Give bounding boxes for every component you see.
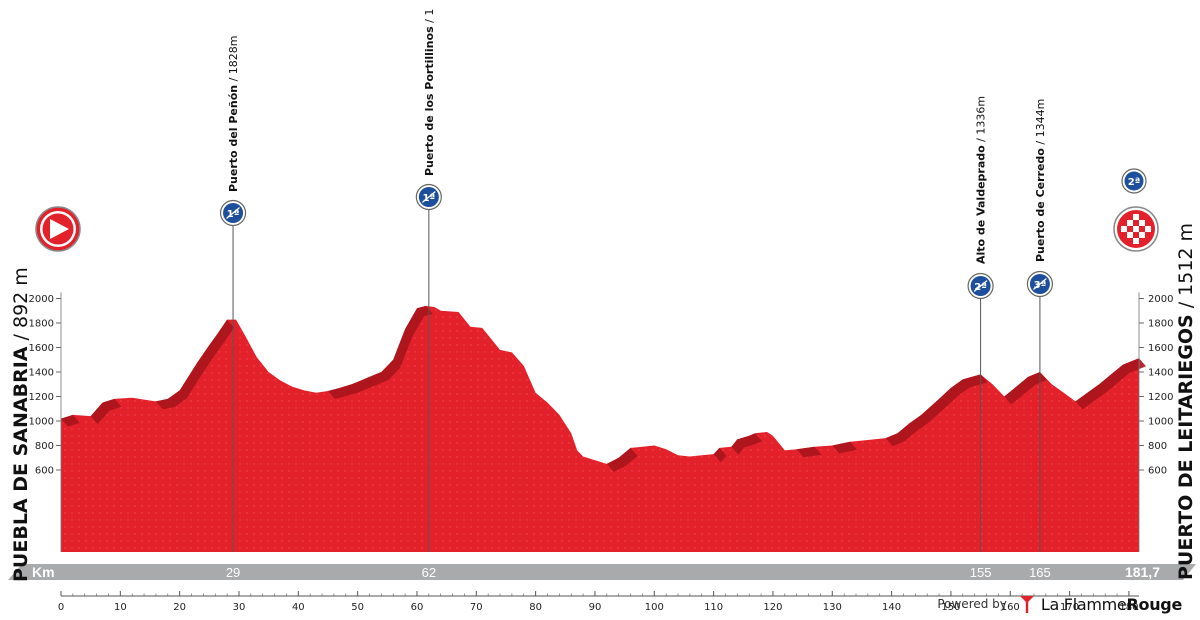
x-tick-label: 170 [1060,602,1079,613]
finish-marker [1113,206,1159,252]
y-tick-label-right: 1400 [1148,368,1173,379]
climb-category: 2ª [974,282,987,293]
x-tick-label: 20 [173,602,186,613]
climb-label: Puerto de Cerredo / 1344m [1034,99,1047,262]
x-tick-label: 100 [645,602,664,613]
x-tick-label: 50 [351,602,364,613]
y-tick-label-left: 1400 [29,368,54,379]
y-tick-label-right: 600 [1148,466,1167,477]
climb-slope-icon [1033,278,1047,290]
y-tick-label-right: 1000 [1148,417,1173,428]
climb-slope-icon [226,207,240,219]
climb-label: Alto de Valdeprado / 1336m [975,96,988,264]
finish-category-badge: 2ª [1121,168,1147,194]
y-tick-label-left: 1200 [29,392,54,403]
x-tick-label: 80 [529,602,542,613]
x-tick-label: 30 [233,602,246,613]
climb-label: Puerto de los Portillinos / 1 [423,9,436,176]
x-tick-label: 110 [704,602,723,613]
km-marker-label: 29 [226,565,240,580]
climb-slope-icon [973,280,988,292]
finish-label: PUERTO DE LEITARIEGOS / 1512 m [1175,223,1197,580]
y-tick-label-left: 1600 [29,343,54,354]
powered-by-label: Powered by [937,597,1007,611]
climb-marker: 1ª Puerto del Peñón / 1828m [219,35,247,552]
play-arrow-icon [50,219,69,239]
climb-marker: 1ª Puerto de los Portillinos / 1 [415,9,442,552]
y-tick-label-right: 800 [1148,441,1167,452]
x-tick-label: 60 [411,602,424,613]
km-bar-total: 181,7 [1125,564,1160,580]
km-marker-label: 165 [1029,565,1051,580]
km-bar-label: Km [32,564,55,580]
x-tick-label: 130 [823,602,842,613]
climb-marker: 2ª Alto de Valdeprado / 1336m [967,96,994,552]
climb-category: 1ª [227,209,240,220]
footer-attribution: Powered by La FlammeRouge [937,592,1182,616]
y-tick-label-right: 1200 [1148,392,1173,403]
climb-category: 1ª [423,193,436,204]
x-tick-label: 40 [292,602,305,613]
climb-label: Puerto del Peñón / 1828m [227,35,240,192]
climb-category: 3ª [1034,280,1047,291]
x-tick-label: 70 [470,602,483,613]
y-tick-label-right: 1600 [1148,343,1173,354]
climb-slope-icon [422,191,436,203]
y-tick-label-left: 800 [35,441,54,452]
km-marker-label: 62 [422,565,436,580]
x-tick-label: 90 [589,602,602,613]
y-tick-label-right: 2000 [1148,294,1173,305]
km-marker-label: 155 [970,565,992,580]
start-marker [35,206,81,252]
checkered-flag-icon [1121,214,1151,244]
y-tick-label-left: 2000 [29,294,54,305]
x-tick-label: 140 [882,602,901,613]
svg-text:2ª: 2ª [1128,177,1141,188]
y-tick-label-right: 1800 [1148,319,1173,330]
x-tick-label: 160 [1001,602,1020,613]
y-tick-label-left: 1800 [29,319,54,330]
climb-marker: 3ª Puerto de Cerredo / 1344m [1026,99,1054,552]
x-tick-label: 180 [1119,602,1138,613]
y-tick-label-left: 1000 [29,417,54,428]
brand-name: La FlammeRouge [1040,594,1182,614]
x-tick-label: 10 [114,602,127,613]
x-tick-label: 150 [941,602,960,613]
x-tick-label: 120 [763,602,782,613]
y-tick-label-left: 600 [35,466,54,477]
start-label: PUEBLA DE SANABRIA / 892 m [10,267,32,582]
flamme-rouge-logo-icon [1019,596,1034,613]
profile-texture [61,305,1139,552]
x-tick-label: 0 [58,602,64,613]
km-bar [8,564,1196,580]
